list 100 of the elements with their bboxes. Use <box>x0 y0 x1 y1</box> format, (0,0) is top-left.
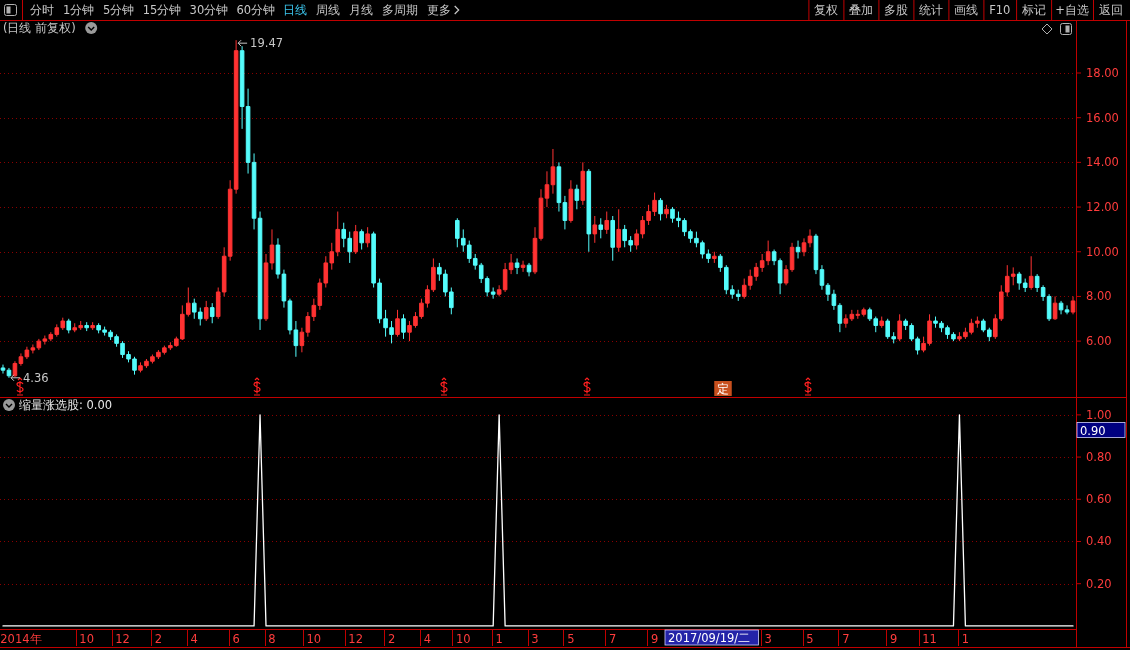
candlestick <box>257 211 263 331</box>
y-tick-label: 18.00 <box>1086 66 1119 81</box>
annotation: 定 <box>717 382 729 396</box>
x-tick-label: 10 <box>79 632 94 646</box>
x-tick-label: 7 <box>609 632 617 646</box>
y-tick-label: 8.00 <box>1086 289 1112 304</box>
text: 多股 <box>883 3 908 17</box>
candlestick <box>90 321 95 331</box>
text: 多周期 <box>382 3 419 17</box>
candlestick <box>365 226 370 248</box>
candlestick <box>401 313 406 340</box>
text: 统计 <box>918 3 943 17</box>
x-tick-label: 1 <box>961 632 970 646</box>
x-tick-label: 9 <box>890 632 898 646</box>
candlestick <box>616 208 621 253</box>
y-tick-label: 14.00 <box>1086 155 1119 170</box>
text: 60分钟 <box>236 3 276 17</box>
candlestick <box>263 253 269 322</box>
x-tick-label: 7 <box>842 632 850 646</box>
candlestick <box>795 240 801 259</box>
candlestick <box>604 211 610 235</box>
candlestick <box>598 217 604 239</box>
candlestick <box>807 228 813 248</box>
x-tick-label: 6 <box>232 632 240 646</box>
text: 复权 <box>813 3 838 17</box>
candlestick <box>550 148 556 195</box>
text: +自选 <box>1055 3 1089 17</box>
annotation: 4.36 <box>22 370 49 385</box>
chart-title: (日线 前复权) <box>3 21 76 35</box>
candlestick <box>395 309 400 338</box>
candlestick <box>664 204 669 219</box>
candlestick <box>514 257 520 275</box>
candlestick <box>1064 304 1070 315</box>
candlestick <box>209 302 215 324</box>
x-tick-label: 2 <box>154 632 163 646</box>
text: 分时 <box>30 3 54 17</box>
x-tick-label: 2014年 <box>0 632 42 646</box>
candlestick <box>203 300 209 322</box>
candlestick <box>897 313 902 342</box>
x-tick-label: 3 <box>531 632 539 646</box>
x-tick-label: 4 <box>190 632 198 646</box>
candlestick <box>801 237 807 257</box>
text: 更多 <box>426 3 451 17</box>
candlestick <box>269 228 275 271</box>
text: 1分钟 <box>63 3 95 17</box>
text: 日线 <box>283 3 308 17</box>
text: 15分钟 <box>142 3 182 17</box>
y-tick-label: 0.60 <box>1086 492 1112 507</box>
candlestick <box>574 184 580 210</box>
x-tick-label: 4 <box>423 632 432 646</box>
x-tick-label: 12 <box>115 632 130 646</box>
x-tick-label: 10 <box>306 632 322 646</box>
text: 标记 <box>1020 3 1046 17</box>
y-tick-label: 6.00 <box>1086 334 1112 349</box>
candlestick <box>275 237 281 280</box>
text: 0.90 <box>1080 423 1106 438</box>
x-tick-label: 12 <box>348 632 363 646</box>
x-tick-label: 8 <box>268 632 276 646</box>
text: 2017/09/19/二 <box>668 631 751 645</box>
y-tick-label: 0.80 <box>1086 450 1112 465</box>
candlestick <box>532 226 538 275</box>
text: 月线 <box>349 3 374 17</box>
text: 叠加 <box>848 3 873 17</box>
candlestick <box>658 197 663 221</box>
candlestick <box>1052 295 1058 321</box>
candlestick <box>1058 300 1064 315</box>
x-tick-label: 2 <box>387 632 396 646</box>
text: 画线 <box>953 3 978 17</box>
candlestick <box>813 233 819 275</box>
y-tick-label: 12.00 <box>1086 200 1119 215</box>
candlestick <box>1028 255 1034 291</box>
x-tick-label: 5 <box>567 632 575 646</box>
candlestick <box>520 260 526 273</box>
candlestick <box>879 316 885 329</box>
y-tick-label: 10.00 <box>1086 244 1119 259</box>
candlestick <box>359 228 364 251</box>
text: 返回 <box>1098 3 1123 17</box>
candlestick <box>66 318 72 334</box>
y-tick-label: 0.20 <box>1086 576 1112 591</box>
candlestick <box>712 251 717 264</box>
x-tick-label: 3 <box>764 632 772 646</box>
x-tick-label: 10 <box>455 632 471 646</box>
text: F10 <box>989 3 1011 17</box>
candlestick <box>84 321 89 332</box>
candlestick <box>610 215 616 262</box>
x-tick-label: 1 <box>495 632 503 646</box>
candlestick <box>353 224 358 255</box>
candlestick <box>538 188 544 242</box>
text: 30分钟 <box>189 3 229 17</box>
x-tick-label: 11 <box>922 632 937 646</box>
candlestick <box>1070 295 1076 315</box>
annotation: 19.47 <box>250 36 284 51</box>
text: 周线 <box>316 3 341 17</box>
x-tick-label: 5 <box>806 632 814 646</box>
candlestick <box>526 262 532 277</box>
candlestick <box>592 215 598 244</box>
y-tick-label: 0.40 <box>1086 534 1112 549</box>
candlestick <box>580 161 586 206</box>
candlestick <box>568 179 574 224</box>
chart-title: 缩量涨选股: 0.00 <box>19 398 113 412</box>
